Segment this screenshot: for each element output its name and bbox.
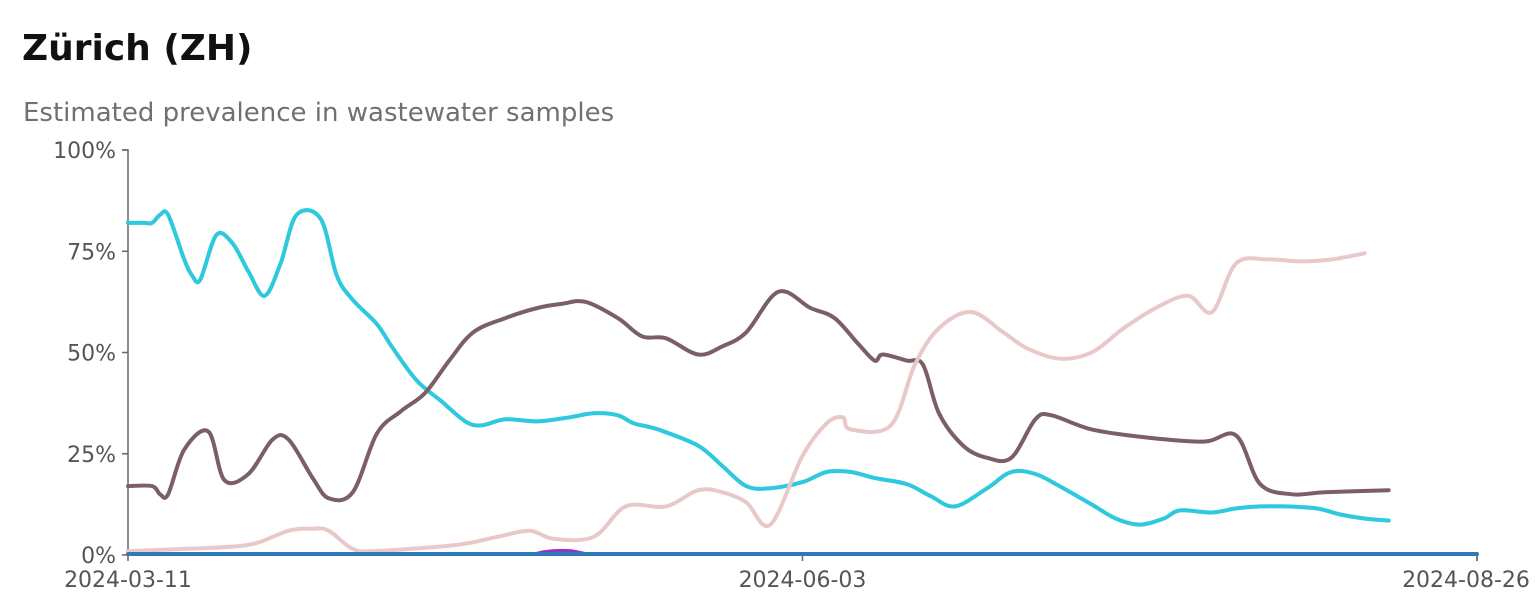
y-axis: 0% 25% 50% 75% 100% [53, 139, 129, 569]
chart-subtitle: Estimated prevalence in wastewater sampl… [23, 98, 615, 128]
y-tick-label: 25% [67, 443, 116, 468]
series-line-3 [126, 251, 1367, 554]
series-line-2 [126, 289, 1391, 503]
series-line-1 [126, 208, 1391, 527]
x-axis: 2024-03-11 2024-06-03 2024-08-26 [64, 554, 1530, 593]
x-tick-label: 2024-08-26 [1402, 568, 1530, 593]
y-tick-label: 50% [67, 342, 116, 367]
chart-title: Zürich (ZH) [22, 28, 253, 69]
y-tick-label: 0% [81, 544, 116, 569]
x-tick-label: 2024-03-11 [64, 568, 192, 593]
y-tick-label: 75% [67, 240, 116, 265]
series-layer [126, 208, 1479, 556]
y-tick-label: 100% [53, 139, 116, 164]
x-tick-label: 2024-06-03 [739, 568, 867, 593]
series-line-1-glow [126, 208, 1391, 527]
